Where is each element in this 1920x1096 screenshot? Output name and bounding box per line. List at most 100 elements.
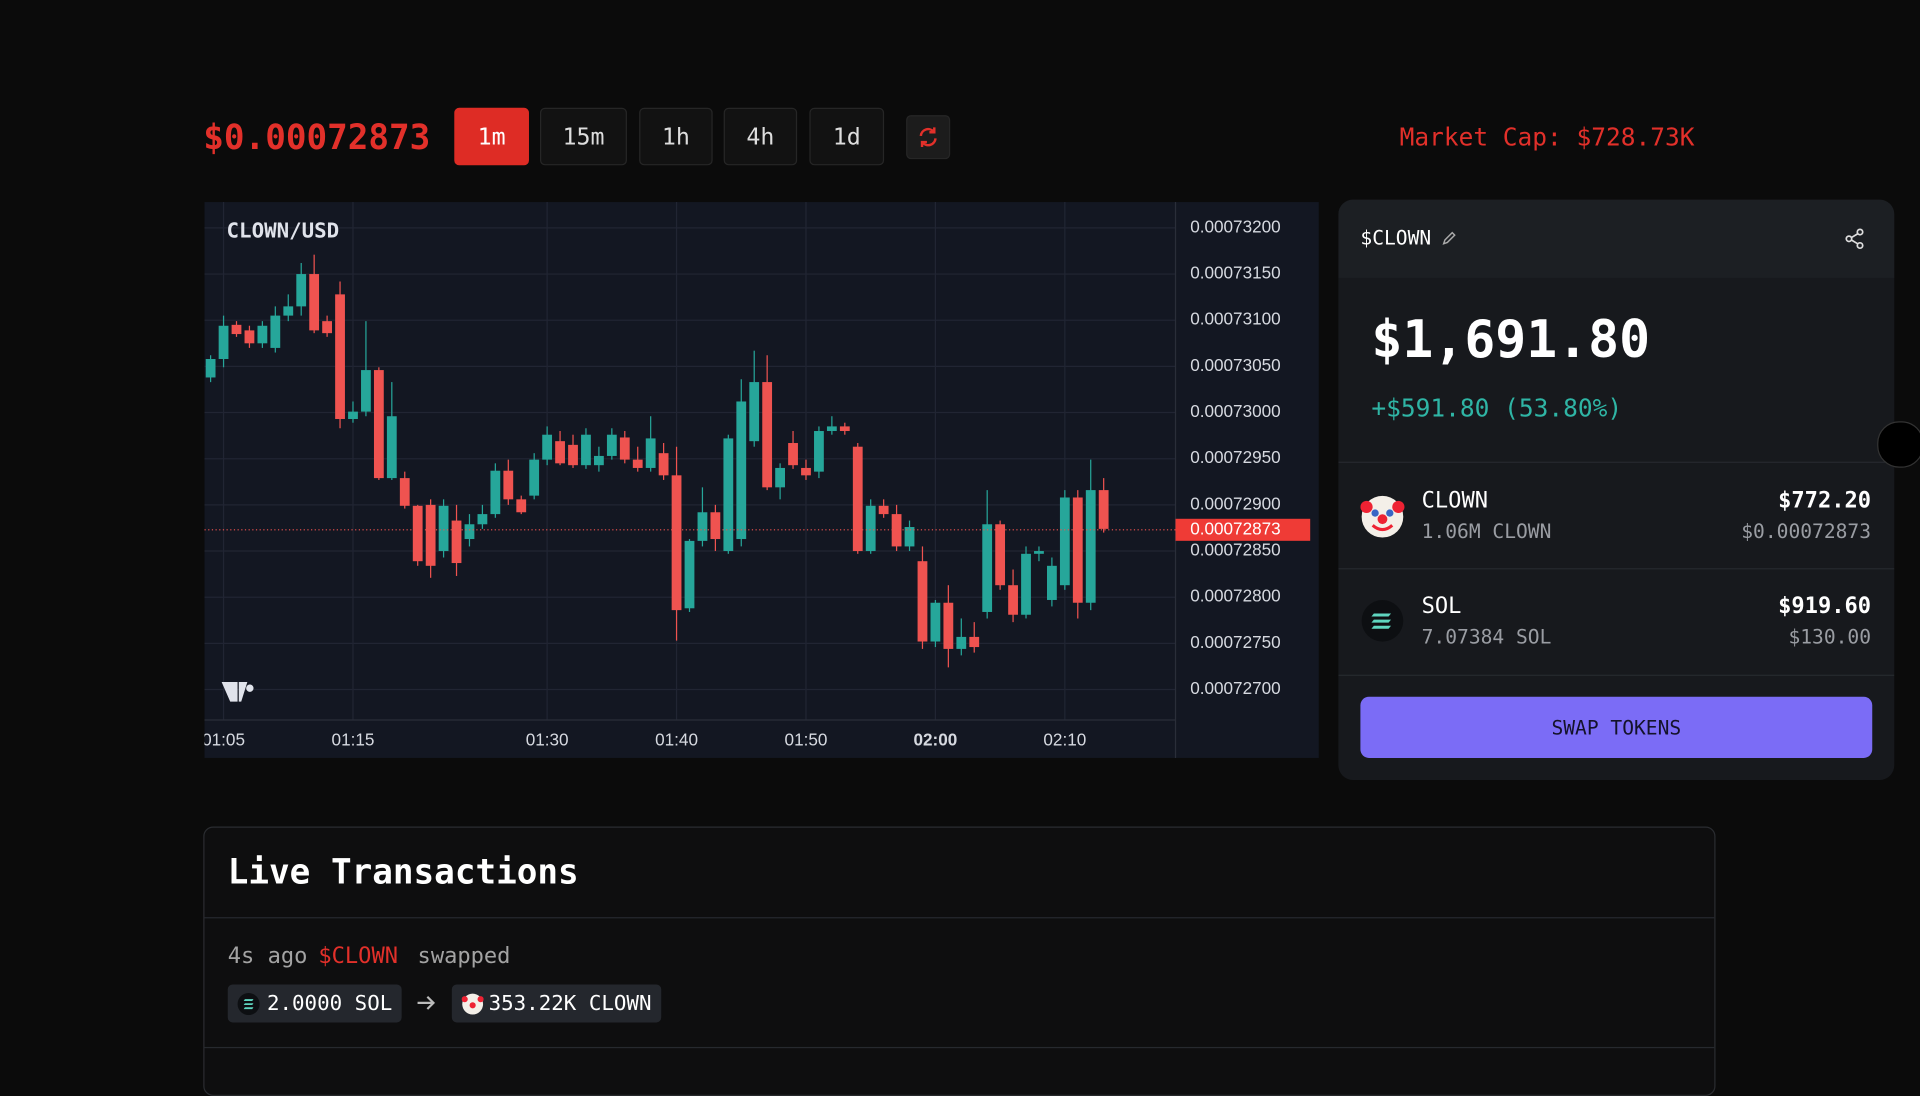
x-tick-label: 01:50 xyxy=(785,729,828,749)
candle-body xyxy=(529,459,540,496)
arrow-icon xyxy=(417,995,436,1010)
candle-body xyxy=(581,434,591,466)
y-tick-label: 0.00073000 xyxy=(1190,401,1280,421)
candle-body xyxy=(917,561,928,642)
candle-body xyxy=(490,470,501,515)
holding-value: $772.20 xyxy=(1778,487,1872,514)
candle-body xyxy=(542,434,553,460)
candle-body xyxy=(801,467,811,476)
holding-price: $0.00072873 xyxy=(1741,519,1872,544)
page: $0.00072873 1m 15m 1h 4h 1d Market Cap: $728… xyxy=(203,107,1920,1096)
candle-body xyxy=(839,426,850,432)
share-icon[interactable] xyxy=(1844,228,1866,250)
interval-button[interactable]: 15m xyxy=(540,107,627,166)
tx-time: 4s ago xyxy=(227,943,308,970)
x-tick-label: 01:15 xyxy=(332,729,375,749)
y-tick-label: 0.00073150 xyxy=(1190,263,1280,283)
edit-icon[interactable] xyxy=(1441,229,1458,246)
candle-body xyxy=(930,602,941,642)
candle-body xyxy=(477,514,488,525)
y-tick-label: 0.00072850 xyxy=(1190,540,1280,560)
tx-action: swapped xyxy=(417,943,511,970)
swap-button[interactable]: SWAP TOKENS xyxy=(1360,696,1873,758)
candle-body xyxy=(1072,497,1083,603)
chart-title: CLOWN/USD xyxy=(227,218,340,242)
candle-body xyxy=(1047,565,1057,600)
x-tick-label: 02:00 xyxy=(914,729,958,749)
candle-body xyxy=(309,274,320,331)
interval-button[interactable]: 1h xyxy=(639,107,713,166)
candle-body xyxy=(257,325,268,344)
candle-body xyxy=(943,602,954,649)
price: $0.00072873 xyxy=(203,116,431,158)
y-tick-label: 0.00073200 xyxy=(1190,216,1280,236)
candle-body xyxy=(658,453,669,476)
candle-body xyxy=(710,512,721,540)
candle-body xyxy=(412,505,423,562)
candle-body xyxy=(969,636,980,648)
holding-value: $919.60 xyxy=(1778,593,1872,619)
candle-body xyxy=(671,475,682,611)
candle-body xyxy=(891,514,902,547)
swap-header xyxy=(1338,199,1895,278)
refresh-button[interactable] xyxy=(906,115,951,160)
candle-body xyxy=(335,294,345,420)
candle-body xyxy=(1034,551,1044,554)
holding-price: $130.00 xyxy=(1788,625,1872,649)
candle-body xyxy=(451,520,462,564)
interval-button[interactable]: 1m xyxy=(454,107,529,166)
candle-body xyxy=(1059,497,1070,586)
y-tick-label: 0.00072950 xyxy=(1190,447,1280,467)
y-tick-label: 0.00072900 xyxy=(1190,493,1280,513)
clown-icon xyxy=(1360,495,1405,538)
candle-body xyxy=(1085,490,1096,603)
candle-body xyxy=(231,324,242,335)
candle-body xyxy=(283,306,294,316)
side-widget[interactable] xyxy=(1877,421,1920,468)
interval-button[interactable]: 1d xyxy=(809,107,885,166)
market-cap: Market Cap: $728.73K xyxy=(1399,122,1695,152)
candle-body xyxy=(438,505,449,552)
candle-body xyxy=(775,467,785,488)
token-name: $CLOWN xyxy=(1360,225,1432,250)
balance-change: +$591.80 (53.80%) xyxy=(1371,393,1623,423)
y-tick-label: 0.00073100 xyxy=(1190,309,1280,329)
y-tick-label: 0.00072750 xyxy=(1190,632,1280,652)
candle-body xyxy=(348,411,358,420)
candle-body xyxy=(982,524,993,612)
swap-panel: $CLOWN $1,691.80 +$591.80 (53.80%) CLOWN… xyxy=(1338,199,1895,781)
candle-body xyxy=(1021,553,1031,615)
tx-to-amount: 353.22K CLOWN xyxy=(488,991,652,1016)
tradingview-logo xyxy=(221,682,254,702)
holding-amount: 1.06M CLOWN xyxy=(1421,519,1552,544)
candle-body xyxy=(1008,585,1018,615)
x-tick-label: 01:30 xyxy=(526,729,569,749)
candle-body xyxy=(606,434,617,456)
candle-body xyxy=(464,524,475,540)
interval-button[interactable]: 4h xyxy=(723,107,798,166)
last-price-box xyxy=(1175,518,1311,541)
candle-body xyxy=(594,455,604,466)
candle-body xyxy=(762,382,773,488)
candle-body xyxy=(296,274,307,307)
candle-body xyxy=(619,437,630,460)
tx-from-amount: 2.0000 SOL xyxy=(266,991,393,1016)
chart: 0.00073200 0.00073150 0.00073100 0.00073050… xyxy=(204,202,1319,758)
candle-body xyxy=(244,330,255,344)
clown-icon xyxy=(461,993,484,1014)
candle-body xyxy=(361,370,371,412)
candle-body xyxy=(503,470,514,500)
candle-body xyxy=(749,382,760,442)
last-price-label: 0.00072873 xyxy=(1190,518,1280,538)
divider xyxy=(1338,568,1895,570)
candle-body xyxy=(1098,490,1109,529)
candle-body xyxy=(826,426,837,432)
tx-from: 2.0000 SOL xyxy=(227,984,403,1023)
candle-body xyxy=(205,358,216,378)
refresh-icon xyxy=(919,127,937,147)
candle-body xyxy=(399,478,410,506)
y-tick-label: 0.00072700 xyxy=(1190,678,1280,698)
candle-body xyxy=(632,459,643,468)
tx-token: $CLOWN xyxy=(318,943,398,970)
candle-body xyxy=(865,505,876,552)
